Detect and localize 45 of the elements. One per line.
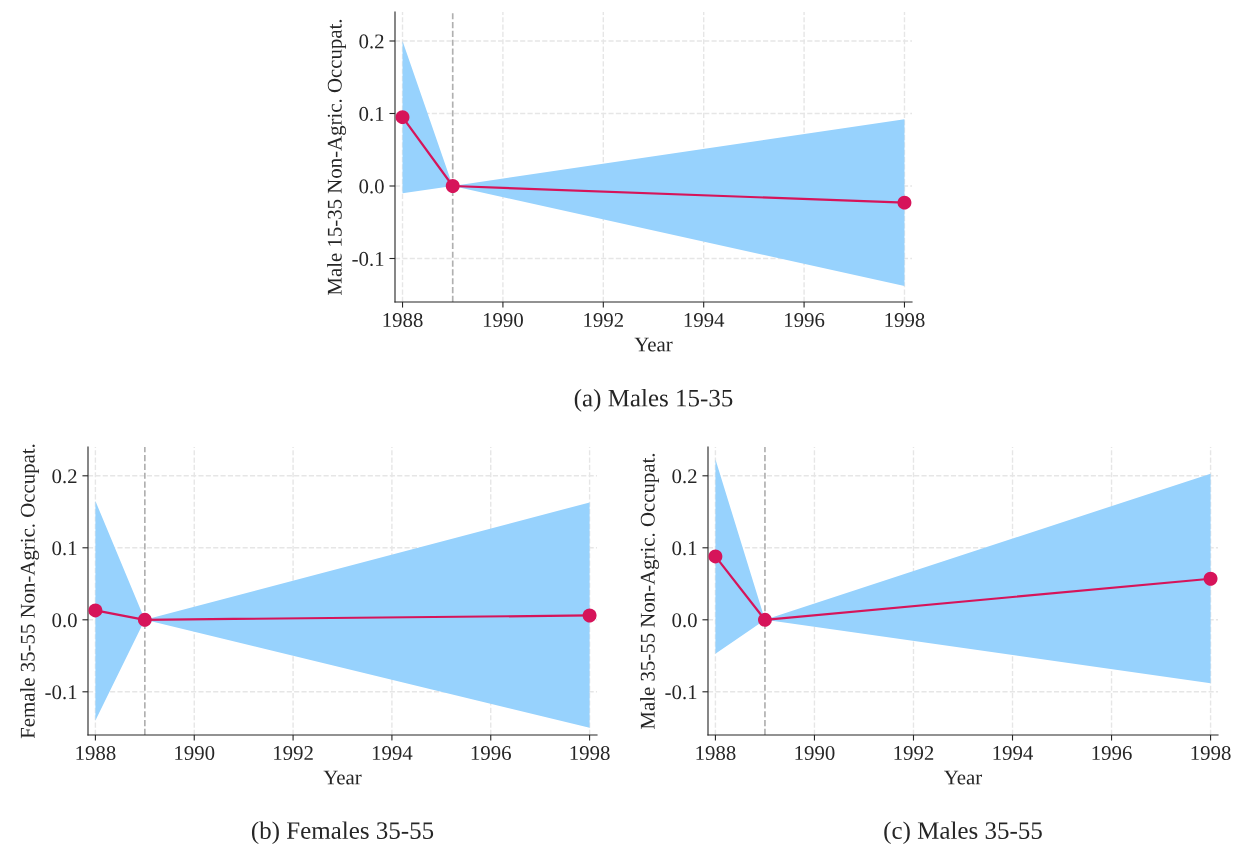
x-tick-label: 1998 [1191,746,1231,761]
y-tick-label: 0.2 [52,469,77,484]
y-tick-label: 0.1 [359,106,384,122]
x-tick-label: 1990 [483,313,523,328]
point [1203,571,1218,586]
y-tick-label: 0.0 [52,613,77,628]
x-tick-label: 1994 [372,746,413,761]
point [445,179,460,193]
point [897,195,912,210]
x-tick-label: 1990 [175,746,215,761]
x-tick-label: 1992 [584,313,623,328]
y-tick-label: 0.2 [672,469,697,484]
text: (a) Males 15-35 [574,389,733,412]
y-tick-label: 0.1 [672,541,697,556]
point [708,549,723,564]
y-tick-label: 0.0 [672,613,697,628]
y-tick-label: 0.0 [359,179,384,194]
y-tick-label: -0.1 [45,685,77,700]
x-axis-title: Year [323,770,362,785]
point [395,110,410,125]
x-axis-title: Year [634,337,673,352]
x-tick-label: 1992 [274,746,313,761]
x-tick-label: 1994 [993,746,1034,761]
point [758,612,772,627]
x-tick-label: 1996 [471,746,511,761]
x-tick-label: 1998 [885,313,925,328]
x-tick-label: 1990 [795,746,835,761]
x-tick-label: 1988 [696,746,736,761]
x-axis-title: Year [944,770,983,785]
x-tick-label: 1988 [383,313,423,328]
y-axis-title: Male 35-55 Non-Agric. Occupat. [640,453,660,729]
x-tick-label: 1988 [76,746,116,761]
y-tick-label: -0.1 [665,685,697,700]
text: (c) Males 35-55 [884,821,1042,845]
y-tick-label: 0.2 [359,34,384,49]
y-tick-label: 0.1 [52,541,77,556]
y-axis-title: Female 35-55 Non-Agric. Occupat. [20,444,40,739]
x-tick-label: 1996 [785,313,825,328]
x-tick-label: 1996 [1092,746,1132,761]
x-tick-label: 1992 [894,746,934,761]
x-tick-label: 1994 [684,313,725,328]
x-tick-label: 1998 [570,746,610,761]
y-tick-label: -0.1 [352,251,384,267]
text: (b) Females 35-55 [251,821,434,845]
y-axis-title: Male 15-35 Non-Agric. Occupat. [327,19,347,295]
